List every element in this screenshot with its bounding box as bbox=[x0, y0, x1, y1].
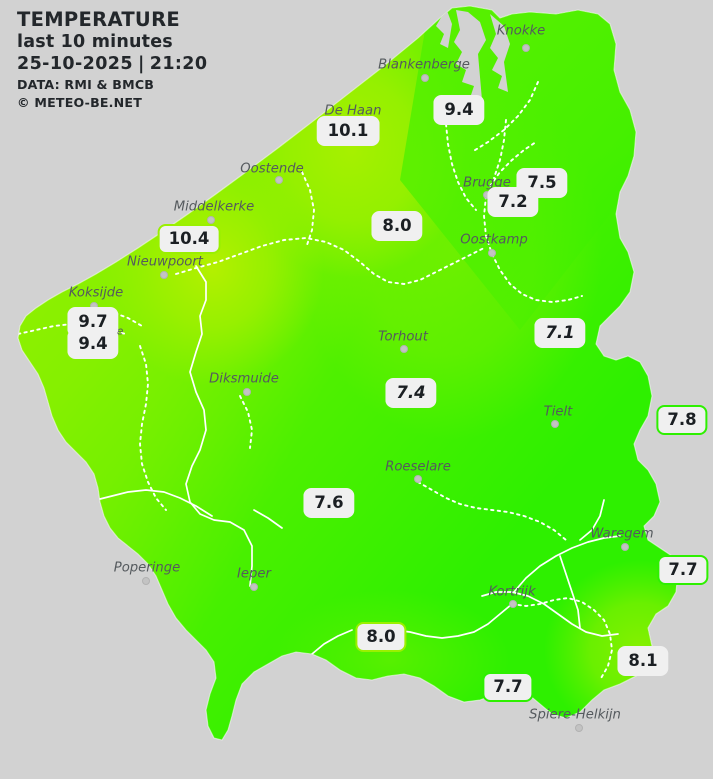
city-label: Kortrijk bbox=[488, 584, 536, 600]
temperature-badge[interactable]: 10.1 bbox=[316, 116, 380, 146]
city-label: e bbox=[116, 324, 124, 338]
city-label: Tielt bbox=[543, 404, 573, 420]
city-label: Brugge bbox=[463, 175, 511, 191]
city-label: Koksijde bbox=[68, 285, 124, 301]
station-dot[interactable] bbox=[207, 216, 215, 224]
header-separator: | bbox=[137, 54, 145, 74]
station-dot[interactable] bbox=[243, 388, 251, 396]
station-dot[interactable] bbox=[275, 176, 283, 184]
header-timestamp: 25-10-2025 | 21:20 bbox=[17, 53, 207, 76]
city-label: Oostende bbox=[240, 161, 304, 177]
city-label: Middelkerke bbox=[173, 199, 255, 215]
temperature-badge[interactable]: 8.1 bbox=[617, 646, 669, 676]
city-label: Poperinge bbox=[113, 560, 181, 576]
station-dot[interactable] bbox=[400, 345, 408, 353]
temperature-badge[interactable]: 7.7 bbox=[657, 555, 709, 585]
city-label: Diksmuide bbox=[209, 371, 279, 387]
temperature-badge[interactable]: 8.0 bbox=[371, 211, 423, 241]
station-dot[interactable] bbox=[160, 271, 168, 279]
temperature-badge[interactable]: 7.1 bbox=[534, 318, 586, 348]
station-dot[interactable] bbox=[575, 724, 583, 732]
temperature-badge[interactable]: 10.4 bbox=[157, 224, 221, 254]
header-data-source: DATA: RMI & BMCB bbox=[17, 77, 155, 92]
station-dot[interactable] bbox=[421, 74, 429, 82]
temperature-badge[interactable]: 7.4 bbox=[385, 378, 437, 408]
station-dot[interactable] bbox=[522, 44, 530, 52]
header-date: 25-10-2025 bbox=[17, 54, 133, 74]
map-header: TEMPERATURE last 10 minutes 25-10-2025 | 2… bbox=[17, 8, 207, 112]
header-copyright: © METEO-BE.NET bbox=[17, 95, 142, 110]
city-label: De Haan bbox=[324, 103, 382, 119]
city-label: Nieuwpoort bbox=[127, 254, 203, 270]
station-dot[interactable] bbox=[488, 249, 496, 257]
temperature-badge[interactable]: 7.5 bbox=[516, 168, 568, 198]
city-label: Oostkamp bbox=[460, 232, 528, 248]
station-dot[interactable] bbox=[414, 475, 422, 483]
station-dot[interactable] bbox=[509, 600, 517, 608]
city-label: Blankenberge bbox=[378, 57, 470, 73]
temperature-badge[interactable]: 7.2 bbox=[487, 187, 539, 217]
city-label: Roeselare bbox=[385, 459, 451, 475]
city-label: Torhout bbox=[378, 329, 428, 345]
temperature-badge[interactable]: 8.0 bbox=[355, 622, 407, 652]
road-network bbox=[95, 265, 621, 655]
temperature-badge[interactable]: 7.6 bbox=[303, 488, 355, 518]
temperature-badge[interactable]: 9.4 bbox=[433, 95, 485, 125]
temperature-badge[interactable]: 9.4 bbox=[67, 329, 119, 359]
header-subtitle: last 10 minutes bbox=[17, 32, 173, 52]
region-outline bbox=[17, 5, 679, 741]
temperature-badge[interactable]: 7.8 bbox=[656, 405, 708, 435]
city-label: Knokke bbox=[496, 23, 546, 39]
station-dot[interactable] bbox=[142, 577, 150, 585]
city-label: Spiere-Helkijn bbox=[529, 707, 621, 723]
header-title: TEMPERATURE bbox=[17, 8, 181, 31]
station-dot[interactable] bbox=[551, 420, 559, 428]
station-dot[interactable] bbox=[621, 543, 629, 551]
harbour-detail bbox=[436, 6, 510, 100]
city-label: Waregem bbox=[590, 526, 654, 542]
header-time: 21:20 bbox=[149, 54, 208, 74]
city-label: Ieper bbox=[237, 566, 271, 582]
station-dot[interactable] bbox=[250, 583, 258, 591]
temperature-badge[interactable]: 7.7 bbox=[482, 672, 534, 702]
